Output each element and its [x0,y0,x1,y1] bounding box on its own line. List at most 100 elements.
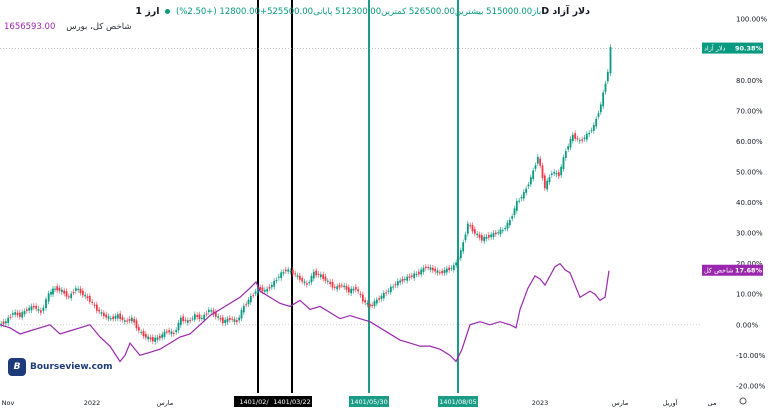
candle-body [179,317,182,326]
candle-body [149,337,152,340]
candle-body [212,310,215,315]
candle-body [133,318,136,323]
candle-body [553,171,556,174]
candle-body [165,331,168,333]
candle-body [595,118,598,127]
candle-body [217,316,220,318]
candle-body [193,314,196,320]
candle-body [315,270,318,276]
candle-body [410,275,413,277]
candle-body [450,267,453,269]
candle-body [599,104,602,113]
candle-body [112,316,115,320]
candle-body [72,292,75,294]
candle-body [399,280,402,283]
y-tick-label: 50.00% [736,168,763,176]
candle-body [525,188,528,193]
candle-body [329,281,332,285]
y-tick-label: 40.00% [736,199,763,207]
candle-body [259,287,262,290]
candle-body [86,296,89,299]
index-value-label: 17.68% [735,267,763,275]
candle-body [541,165,544,178]
candle-body [536,156,539,164]
candle-body [154,337,157,342]
index-value: 1656593.00 [4,22,56,32]
candle-body [308,282,311,284]
x-tick-label: مارس [612,399,629,407]
candle-body [93,304,96,306]
candle-body [508,220,511,226]
candle-body [431,267,434,271]
candle-body [114,315,117,319]
candle-body [14,312,17,315]
candle-body [427,267,430,269]
candle-body [476,233,479,236]
candle-body [331,281,334,288]
candle-body [182,316,185,322]
marker-date-box [349,396,389,407]
candle-body [480,235,483,241]
candle-body [277,276,280,278]
candle-body [352,288,355,291]
candle-body [609,47,612,74]
candle-body [513,208,516,216]
candle-body [191,318,194,320]
candle-body [294,273,297,275]
x-tick-label: مارس [157,399,174,407]
candle-body [98,309,101,312]
candle-body [511,216,514,219]
candle-body [420,269,423,275]
candle-body [569,139,572,148]
candle-body [205,313,208,315]
candle-body [63,290,66,294]
candle-body [81,290,84,296]
candle-body [520,197,523,199]
candle-body [387,290,390,292]
candle-body [158,335,161,339]
candle-body [473,229,476,234]
candle-body [228,317,231,320]
candle-body [436,270,439,273]
candle-body [163,331,166,337]
candle-body [324,276,327,281]
candle-body [235,320,238,323]
symbol-title[interactable]: ارز 1D دلار آزاد [135,6,590,17]
candle-body [233,319,236,322]
candle-body [0,323,3,325]
candle-body [214,311,217,317]
candle-body [560,166,563,176]
candle-body [546,180,549,190]
candle-body [529,177,532,185]
candle-body [317,273,320,275]
candle-body [196,315,199,317]
candle-body [147,336,150,340]
settings-gear-icon[interactable] [739,397,747,405]
candle-body [382,292,385,299]
candle-body [60,289,63,293]
candle-body [578,140,581,142]
candle-body [548,177,551,183]
candle-body [518,200,521,202]
candle-body [396,281,399,286]
candle-body [245,304,248,306]
candle-body [175,330,178,333]
candle-body [350,288,353,294]
candle-body [135,320,138,329]
candle-body [380,295,383,299]
candle-body [56,286,59,291]
candle-body [249,295,252,303]
candle-body [203,314,206,320]
candle-body [319,274,322,278]
y-tick-label: 10.00% [736,291,763,299]
candle-body [210,310,213,312]
candle-body [429,267,432,270]
candle-body [592,125,595,131]
candle-body [291,269,294,275]
candle-body [287,269,290,272]
candle-body [7,317,10,324]
candle-body [366,302,369,305]
candle-body [368,304,371,307]
candle-body [296,275,299,277]
